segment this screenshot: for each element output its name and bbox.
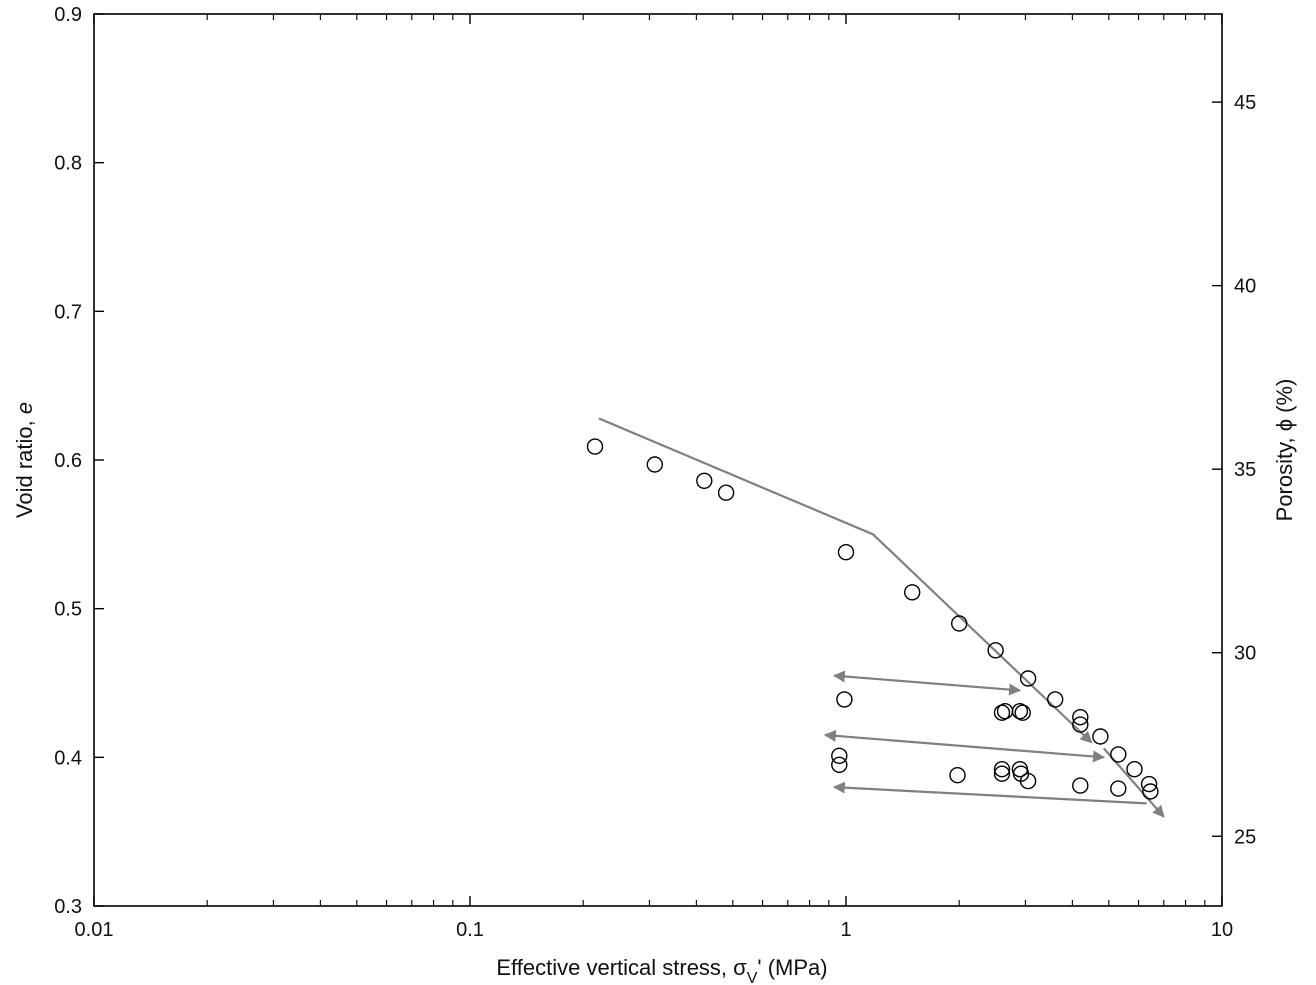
- data-point: [949, 767, 966, 784]
- data-point: [646, 456, 663, 473]
- data-point: [1142, 783, 1159, 800]
- y-tick-label: 0.3: [54, 896, 82, 918]
- data-point: [993, 761, 1011, 778]
- x-tick-label: 1: [840, 919, 851, 941]
- data-point: [1092, 728, 1109, 745]
- data-point: [1011, 703, 1029, 720]
- trend-lines: [598, 417, 1165, 818]
- data-point: [831, 756, 848, 773]
- y-tick-label: 0.5: [54, 599, 82, 621]
- data-point: [696, 472, 713, 489]
- data-point: [993, 765, 1011, 782]
- data-point: [717, 484, 735, 501]
- x-axis-label: Effective vertical stress, σV' (MPa): [496, 955, 827, 985]
- trend-line-3: [832, 670, 1022, 696]
- data-point: [904, 584, 921, 601]
- data-point: [1072, 716, 1089, 733]
- plot-border: [93, 13, 1223, 907]
- data-point: [1126, 761, 1143, 778]
- data-point: [1019, 772, 1037, 790]
- x-tick-label: 0.1: [456, 919, 484, 941]
- data-point: [1019, 670, 1037, 687]
- data-point: [951, 615, 968, 632]
- y-tick-label: 0.8: [54, 153, 82, 175]
- data-point: [586, 438, 604, 455]
- data-point: [1072, 777, 1089, 794]
- data-point: [1110, 780, 1127, 797]
- data-point: [836, 691, 853, 708]
- y2-tick-label: 40: [1234, 276, 1256, 298]
- data-point: [1046, 691, 1064, 708]
- data-point: [1014, 704, 1031, 721]
- y2-tick-label: 30: [1234, 643, 1256, 665]
- y-tick-label: 0.9: [54, 4, 82, 26]
- trend-line-1: [598, 417, 1093, 744]
- data-point: [993, 704, 1011, 721]
- y-tick-label: 0.7: [54, 301, 82, 323]
- y-tick-label: 0.4: [54, 747, 82, 769]
- data-point: [1110, 746, 1127, 763]
- plot-frame: [93, 13, 1223, 907]
- trend-line-4: [823, 729, 1105, 763]
- x-tick-label: 0.01: [75, 919, 114, 941]
- axis-labels: Effective vertical stress, σV' (MPa) Voi…: [12, 379, 1297, 985]
- data-point: [837, 544, 855, 561]
- data-point: [1140, 775, 1158, 793]
- axis-ticks: 0.01 0.1 1 10 0.3 0.4 0.5 0.6 0.7 0.8 0.9 25 30 35 40 4…: [54, 4, 1256, 941]
- data-points: [586, 438, 1159, 800]
- y2-tick-label: 45: [1234, 92, 1256, 114]
- data-point: [987, 642, 1004, 659]
- data-point: [831, 747, 848, 764]
- data-point: [1072, 709, 1089, 726]
- y-axis-label: Void ratio, e: [12, 402, 37, 518]
- y2-tick-label: 25: [1234, 826, 1256, 848]
- trend-line-5: [832, 781, 1147, 805]
- y2-tick-label: 35: [1234, 459, 1256, 481]
- x-tick-label: 10: [1211, 919, 1233, 941]
- y-tick-label: 0.6: [54, 450, 82, 472]
- y2-axis-label: Porosity, ϕ (%): [1272, 379, 1297, 522]
